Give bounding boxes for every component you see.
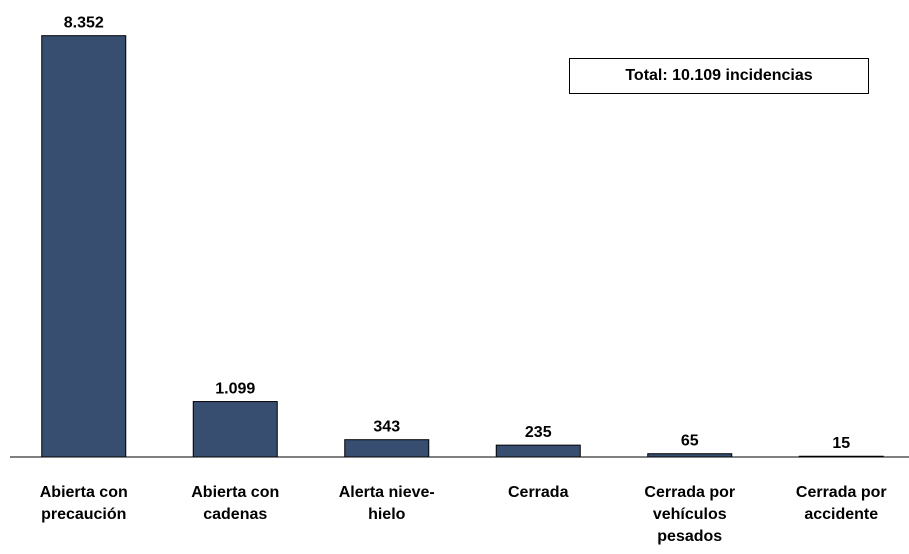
x-tick-label: Cerrada bbox=[508, 484, 569, 501]
value-label: 343 bbox=[373, 419, 400, 436]
total-annotation: Total: 10.109 incidencias bbox=[569, 58, 869, 94]
bar bbox=[41, 35, 127, 458]
x-tick-label: Abierta con precaución bbox=[39, 484, 128, 523]
value-label: 235 bbox=[525, 424, 552, 441]
value-label: 65 bbox=[681, 433, 699, 450]
bar bbox=[344, 439, 430, 458]
x-tick-label: Cerrada por vehículos pesados bbox=[644, 484, 736, 545]
value-label: 15 bbox=[832, 435, 850, 452]
value-label: 8.352 bbox=[64, 15, 104, 32]
x-tick-label: Alerta nieve-hielo bbox=[338, 484, 435, 523]
x-tick-label: Cerrada por accidente bbox=[795, 484, 887, 523]
bar bbox=[192, 401, 278, 458]
value-label: 1.099 bbox=[215, 381, 255, 398]
bar bbox=[495, 444, 581, 458]
x-tick-label: Abierta con cadenas bbox=[191, 484, 280, 523]
